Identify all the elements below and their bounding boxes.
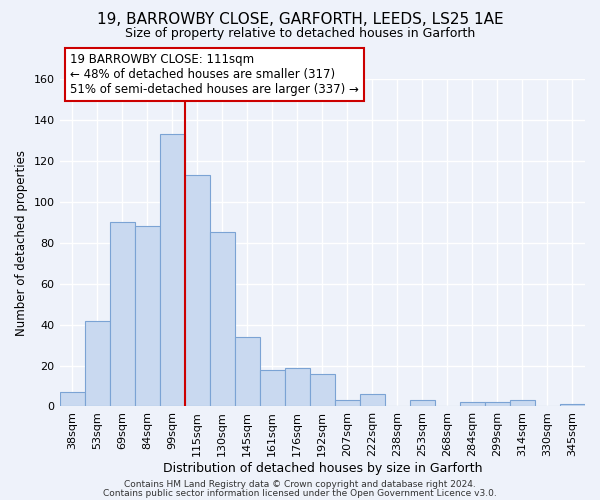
Bar (460, 402, 485, 406)
Bar (485, 402, 510, 406)
Bar (110, 222, 134, 406)
Bar (335, 400, 360, 406)
Bar (59, 392, 85, 406)
Bar (235, 337, 260, 406)
Bar (410, 400, 435, 406)
Bar (360, 394, 385, 406)
Text: Size of property relative to detached houses in Garforth: Size of property relative to detached ho… (125, 28, 475, 40)
Bar (85, 320, 110, 406)
Text: 19 BARROWBY CLOSE: 111sqm
← 48% of detached houses are smaller (317)
51% of semi: 19 BARROWBY CLOSE: 111sqm ← 48% of detac… (70, 53, 359, 96)
Bar (209, 232, 235, 406)
Bar (134, 226, 160, 406)
Text: Contains public sector information licensed under the Open Government Licence v3: Contains public sector information licen… (103, 488, 497, 498)
Bar (260, 370, 285, 406)
Text: 19, BARROWBY CLOSE, GARFORTH, LEEDS, LS25 1AE: 19, BARROWBY CLOSE, GARFORTH, LEEDS, LS2… (97, 12, 503, 28)
Bar (285, 368, 310, 406)
Text: Contains HM Land Registry data © Crown copyright and database right 2024.: Contains HM Land Registry data © Crown c… (124, 480, 476, 489)
Y-axis label: Number of detached properties: Number of detached properties (15, 150, 28, 336)
Bar (510, 400, 535, 406)
Bar (560, 404, 585, 406)
Bar (160, 134, 185, 406)
Bar (185, 175, 209, 406)
Bar (310, 374, 335, 406)
X-axis label: Distribution of detached houses by size in Garforth: Distribution of detached houses by size … (163, 462, 482, 475)
